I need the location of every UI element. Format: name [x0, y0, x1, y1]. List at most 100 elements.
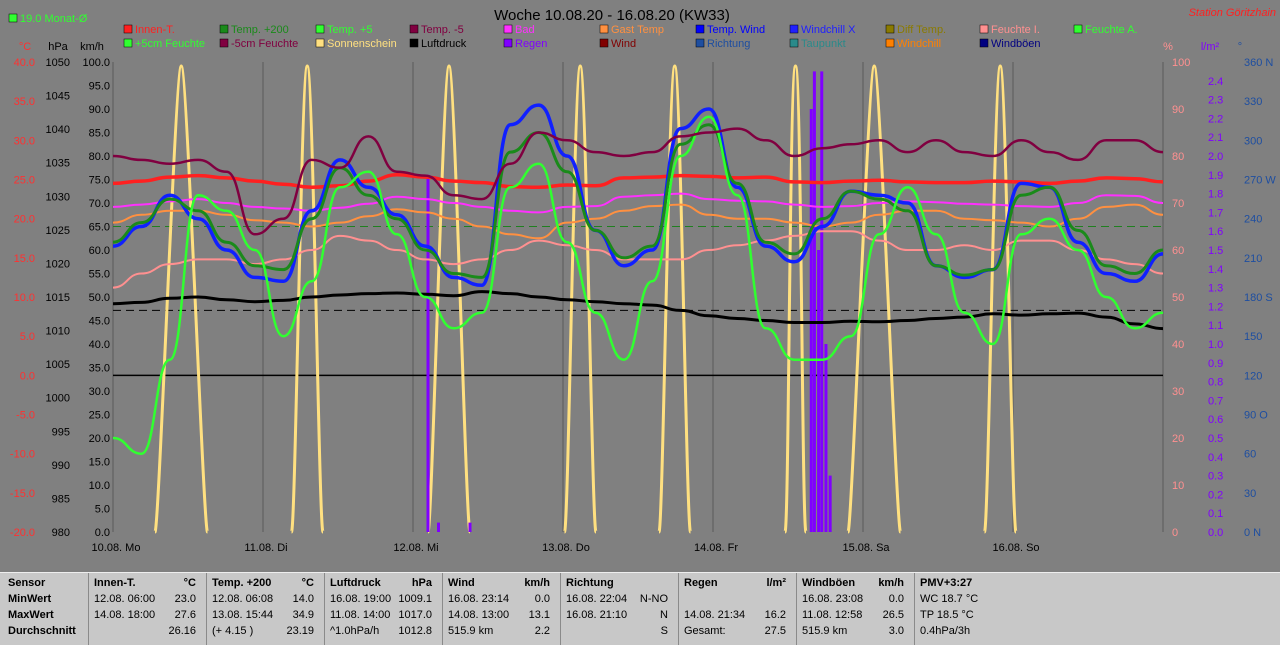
- axis-unit-wind_kmh: km/h: [80, 41, 104, 53]
- legend-swatch: [123, 38, 133, 48]
- legend-label: Innen-T.: [135, 24, 175, 36]
- stat-header: Innen-T.: [94, 577, 136, 589]
- axis-tick-wind_kmh: 30.0: [89, 386, 110, 398]
- legend-label: Windchill: [897, 38, 941, 50]
- axis-tick-humidity_pct: 20: [1172, 433, 1184, 445]
- axis-tick-direction: 180 S: [1244, 292, 1273, 304]
- axis-tick-direction: 270 W: [1244, 175, 1276, 187]
- rain-bar: [828, 475, 832, 532]
- stat-header: Windböen: [802, 577, 856, 589]
- rain-bar: [426, 174, 430, 533]
- legend-swatch: [885, 24, 895, 34]
- axis-tick-direction: 150: [1244, 331, 1262, 343]
- rain-bar: [437, 522, 440, 532]
- axis-tick-wind_kmh: 50.0: [89, 292, 110, 304]
- stat-cell: 13.08. 15:44: [212, 609, 274, 621]
- axis-tick-humidity_pct: 60: [1172, 245, 1184, 257]
- axis-tick-wind_kmh: 25.0: [89, 410, 110, 422]
- axis-tick-rain_lm2: 1.3: [1208, 283, 1223, 295]
- axis-tick-rain_lm2: 1.6: [1208, 226, 1223, 238]
- axis-tick-wind_kmh: 20.0: [89, 433, 110, 445]
- sunshine-pulse: [783, 64, 808, 534]
- stat-cell: 16.08. 23:08: [802, 593, 864, 605]
- axis-tick-direction: 90 O: [1244, 410, 1268, 422]
- axis-tick-rain_lm2: 2.4: [1208, 76, 1223, 88]
- axis-tick-direction: 360 N: [1244, 57, 1273, 69]
- legend-label: Windböen: [991, 38, 1041, 50]
- legend-label: Taupunkt: [801, 38, 846, 50]
- axis-tick-rain_lm2: 0.3: [1208, 471, 1223, 483]
- stat-cell: 14.0: [292, 593, 314, 605]
- stat-cell: 16.2: [764, 609, 786, 621]
- axis-unit-rain_lm2: l/m²: [1201, 41, 1220, 53]
- rain-bar: [817, 250, 821, 532]
- axis-tick-pressure_hpa: 985: [52, 493, 70, 505]
- stat-header: Sensor: [8, 577, 46, 589]
- axis-tick-temp_c: 20.0: [14, 214, 35, 226]
- column-separator: [914, 573, 915, 645]
- stat-header: MaxWert: [8, 609, 54, 621]
- legend-swatch: [409, 24, 419, 34]
- sunshine-pulse: [290, 64, 325, 534]
- axis-tick-pressure_hpa: 1030: [46, 191, 70, 203]
- axis-unit-temp_c: °C: [19, 41, 31, 53]
- axis-tick-temp_c: 35.0: [14, 96, 35, 108]
- legend-label: Gast Temp: [611, 24, 664, 36]
- stat-cell: 14.08. 21:34: [684, 609, 746, 621]
- stat-cell: 26.16: [168, 625, 196, 637]
- axis-tick-rain_lm2: 1.9: [1208, 170, 1223, 182]
- legend-label: Temp. +5: [327, 24, 373, 36]
- series-line-luftdruck: [112, 290, 1164, 331]
- legend-swatch: [219, 38, 229, 48]
- legend-swatch: [695, 38, 705, 48]
- axis-tick-temp_c: 30.0: [14, 135, 35, 147]
- axis-unit-pressure_hpa: hPa: [48, 41, 68, 53]
- x-tick-label: 15.08. Sa: [842, 542, 890, 554]
- axis-tick-rain_lm2: 1.0: [1208, 339, 1223, 351]
- stat-cell: 16.08. 23:14: [448, 593, 510, 605]
- legend-swatch: [789, 24, 799, 34]
- axis-tick-wind_kmh: 60.0: [89, 245, 110, 257]
- axis-tick-rain_lm2: 0.5: [1208, 433, 1223, 445]
- axis-tick-wind_kmh: 80.0: [89, 151, 110, 163]
- stat-header: Wind: [448, 577, 475, 589]
- axis-tick-wind_kmh: 100.0: [82, 57, 110, 69]
- legend-swatch: [599, 24, 609, 34]
- axis-tick-humidity_pct: 90: [1172, 104, 1184, 116]
- legend-swatch: [979, 38, 989, 48]
- x-tick-label: 14.08. Fr: [694, 542, 738, 554]
- axis-unit-direction: °: [1238, 41, 1242, 53]
- stat-cell: 515.9 km: [448, 625, 494, 637]
- stat-cell: TP 18.5 °C: [920, 609, 974, 621]
- legend-swatch: [503, 38, 513, 48]
- series-line-temp-5: [112, 127, 1164, 236]
- sunshine-pulse: [983, 64, 1018, 534]
- stat-cell: 0.0: [888, 593, 904, 605]
- axis-tick-rain_lm2: 2.1: [1208, 132, 1223, 144]
- axis-tick-rain_lm2: 0.9: [1208, 358, 1223, 370]
- axis-tick-humidity_pct: 0: [1172, 527, 1178, 539]
- rain-bar: [812, 71, 816, 533]
- axis-tick-wind_kmh: 65.0: [89, 222, 110, 234]
- axis-tick-temp_c: 15.0: [14, 253, 35, 265]
- axis-tick-humidity_pct: 70: [1172, 198, 1184, 210]
- axis-tick-rain_lm2: 0.8: [1208, 377, 1223, 389]
- stat-cell: 23.0: [174, 593, 196, 605]
- stat-cell: 12.08. 06:00: [94, 593, 156, 605]
- axis-tick-rain_lm2: 1.8: [1208, 189, 1223, 201]
- stat-header: PMV+3:27: [920, 577, 973, 589]
- legend-label: Sonnenschein: [327, 38, 397, 50]
- column-separator: [206, 573, 207, 645]
- axis-tick-pressure_hpa: 1045: [46, 91, 70, 103]
- axis-tick-temp_c: 10.0: [14, 292, 35, 304]
- axis-tick-pressure_hpa: 990: [52, 460, 70, 472]
- axis-tick-pressure_hpa: 1015: [46, 292, 70, 304]
- sunshine-pulse: [846, 64, 902, 534]
- stat-cell: 1012.8: [398, 625, 432, 637]
- legend-label: Feuchte I.: [991, 24, 1040, 36]
- axis-tick-wind_kmh: 70.0: [89, 198, 110, 210]
- stat-cell: 12.08. 06:08: [212, 593, 274, 605]
- stat-cell: 1017.0: [398, 609, 432, 621]
- column-separator: [560, 573, 561, 645]
- axis-tick-humidity_pct: 100: [1172, 57, 1190, 69]
